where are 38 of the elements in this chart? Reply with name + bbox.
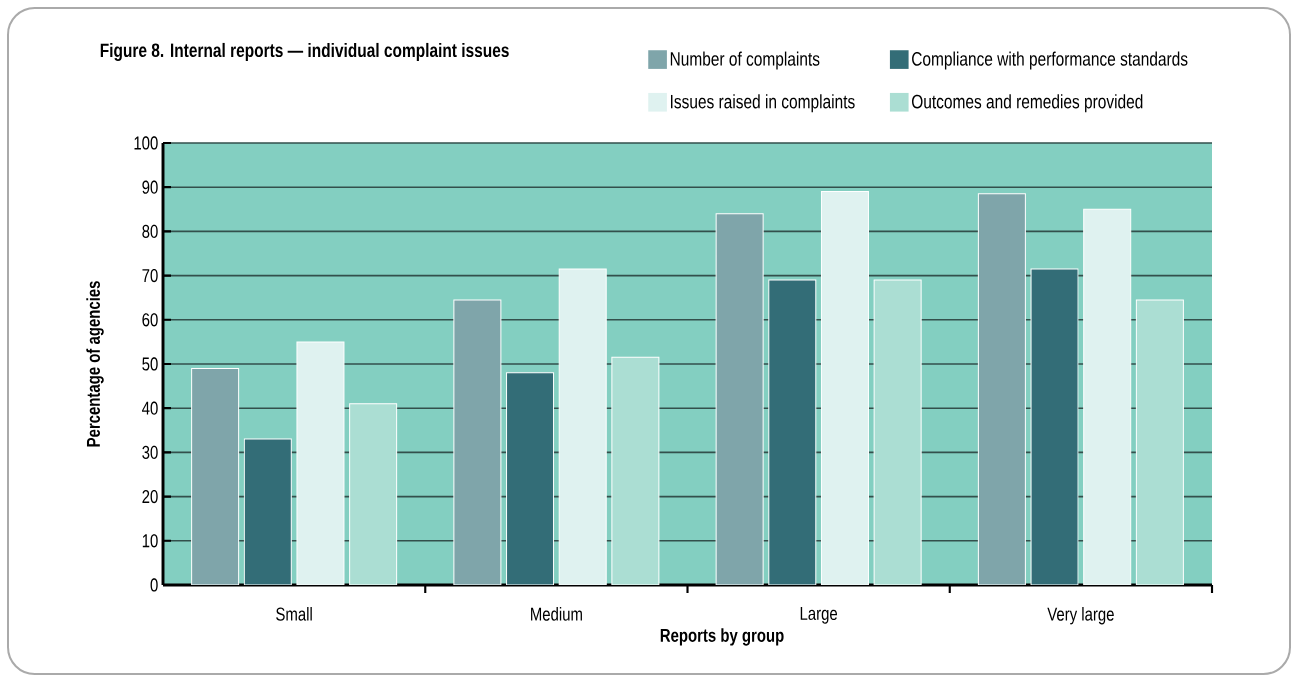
x-axis-title: Reports by group bbox=[660, 628, 784, 646]
y-tick-label: 80 bbox=[142, 224, 158, 238]
bar bbox=[1083, 208, 1132, 585]
y-axis-title: Percentage of agencies bbox=[86, 281, 104, 447]
bar bbox=[558, 268, 607, 585]
bar bbox=[715, 213, 764, 585]
y-tick-label: 0 bbox=[150, 578, 158, 592]
bar bbox=[977, 193, 1026, 585]
x-tick-label: Small bbox=[276, 607, 312, 621]
bar bbox=[349, 403, 398, 585]
y-tick-label: 100 bbox=[134, 136, 158, 150]
y-tick-label: 60 bbox=[142, 313, 158, 327]
x-tick-label: Medium bbox=[531, 607, 582, 621]
legend-label: Outcomes and remedies provided bbox=[911, 94, 1143, 113]
bar bbox=[1030, 268, 1079, 585]
bar bbox=[243, 438, 292, 585]
bar bbox=[1135, 299, 1184, 585]
bar bbox=[453, 299, 502, 585]
legend-label: Compliance with performance standards bbox=[912, 51, 1188, 70]
y-tick-label: 50 bbox=[142, 357, 158, 371]
chart-title: Figure 8. Internal reports — individual complaint issues bbox=[100, 42, 509, 62]
x-tick-label: Large bbox=[800, 607, 838, 624]
bar bbox=[191, 367, 240, 585]
x-tick-label: Very large bbox=[1047, 607, 1114, 625]
bar bbox=[820, 191, 869, 585]
bar bbox=[506, 372, 555, 585]
y-tick-label: 20 bbox=[142, 489, 158, 504]
y-tick-label: 30 bbox=[142, 445, 158, 459]
legend-label: Number of complaints bbox=[670, 51, 820, 70]
bar bbox=[768, 279, 817, 585]
bar bbox=[296, 341, 345, 585]
y-tick-label: 10 bbox=[142, 534, 158, 548]
y-tick-label: 70 bbox=[142, 268, 158, 283]
y-tick-label: 40 bbox=[142, 401, 158, 415]
bar bbox=[873, 279, 922, 585]
y-tick-label: 90 bbox=[142, 180, 158, 194]
legend-label: Issues raised in complaints bbox=[671, 94, 855, 113]
bar bbox=[611, 356, 660, 585]
